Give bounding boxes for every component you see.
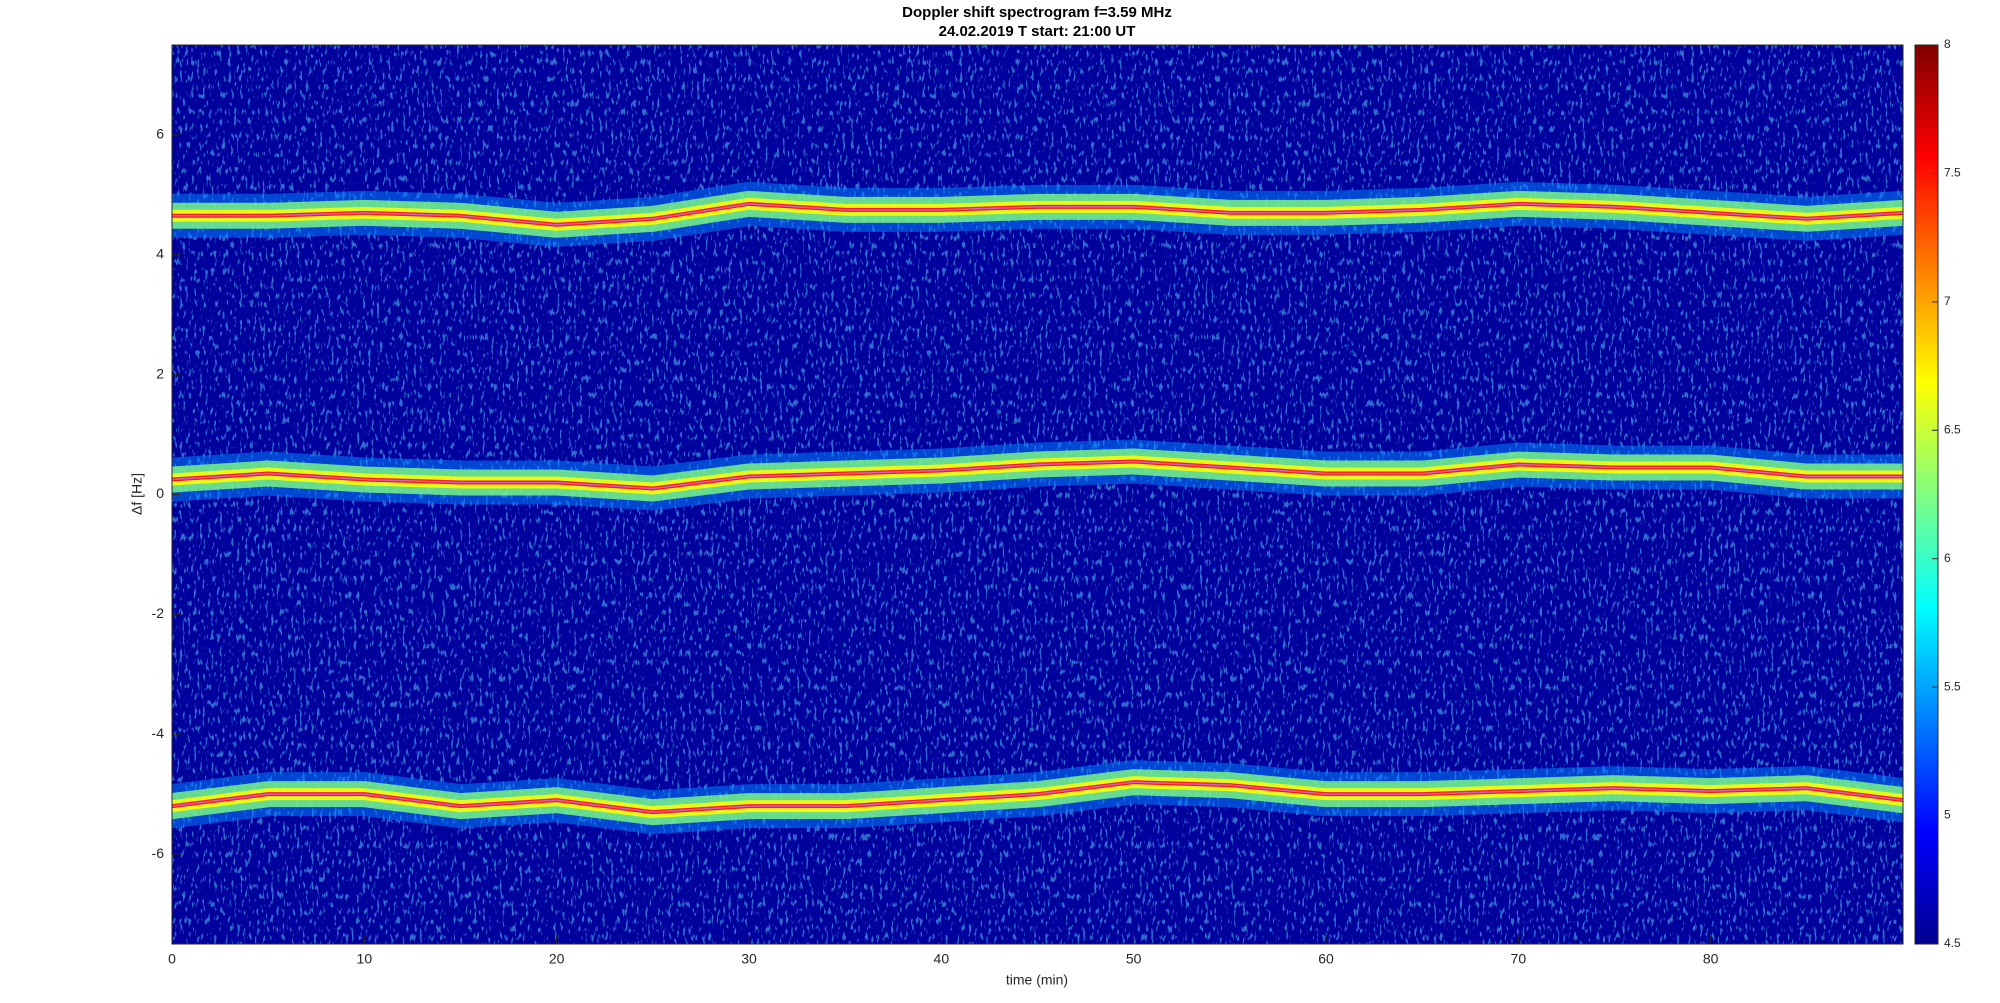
colorbar-tick-label: 8: [1944, 37, 1951, 51]
x-tick-label: 30: [741, 951, 757, 967]
y-tick-label: -2: [152, 605, 165, 621]
x-tick-label: 0: [168, 951, 176, 967]
colorbar-tick-label: 5: [1944, 808, 1951, 822]
trace-line: [172, 460, 1903, 490]
plot-area: [172, 45, 1903, 944]
y-tick-label: 2: [156, 365, 164, 381]
colorbar-tick-label: 5.5: [1944, 679, 1961, 693]
y-tick-label: 0: [156, 485, 164, 501]
x-tick-label: 80: [1703, 951, 1719, 967]
colorbar-tick-label: 7: [1944, 294, 1951, 308]
colorbar-tick-label: 6: [1944, 551, 1951, 565]
colorbar: [1914, 44, 1939, 945]
x-tick-label: 40: [934, 951, 950, 967]
x-tick-label: 50: [1126, 951, 1142, 967]
trace-line: [172, 203, 1903, 226]
colorbar-tick-label: 6.5: [1944, 422, 1961, 436]
chart-title: Doppler shift spectrogram f=3.59 MHz: [902, 4, 1172, 21]
trace-line: [172, 781, 1903, 813]
chart-subtitle: 24.02.2019 T start: 21:00 UT: [939, 23, 1136, 40]
y-axis-label: Δf [Hz]: [129, 473, 145, 515]
x-tick-label: 60: [1318, 951, 1334, 967]
colorbar-tick-label: 4.5: [1944, 936, 1961, 950]
y-tick-label: -6: [152, 845, 165, 861]
x-axis-label: time (min): [1006, 972, 1068, 988]
y-tick-label: -4: [152, 725, 165, 741]
x-tick-label: 70: [1511, 951, 1527, 967]
colorbar-tick-label: 7.5: [1944, 166, 1961, 180]
x-tick-label: 10: [357, 951, 373, 967]
y-tick-label: 4: [156, 245, 164, 261]
y-tick-label: 6: [156, 126, 164, 142]
x-tick-label: 20: [549, 951, 565, 967]
